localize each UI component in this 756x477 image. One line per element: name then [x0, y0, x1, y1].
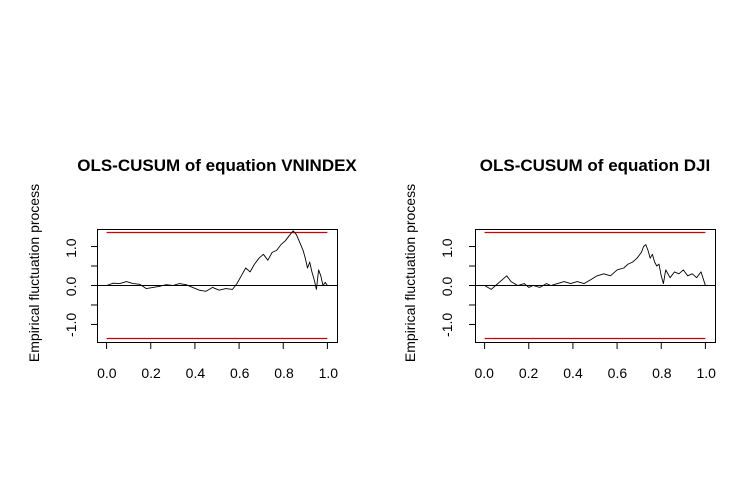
plot-marks [469, 229, 716, 349]
y-axis-label: Empirical fluctuation process [26, 184, 42, 362]
x-tick-label: 0.0 [474, 365, 494, 381]
x-tick-label: 0.2 [519, 365, 539, 381]
x-tick-label: 0.0 [97, 365, 117, 381]
x-tick-label: 0.6 [608, 365, 628, 381]
chart-title: OLS-CUSUM of equation DJI [480, 156, 710, 175]
chart-panel-vnindex: OLS-CUSUM of equation VNINDEX Empirical … [26, 156, 357, 381]
x-tick-label: 0.8 [652, 365, 672, 381]
y-tick-label: -1.0 [63, 313, 79, 337]
x-tick-label: 0.6 [230, 365, 250, 381]
x-tick-label: 0.2 [141, 365, 161, 381]
y-axis-label: Empirical fluctuation process [402, 184, 418, 362]
x-tick-label: 1.0 [696, 365, 716, 381]
chart-panel-dji: OLS-CUSUM of equation DJI Empirical fluc… [402, 156, 716, 381]
x-tick-label: 0.4 [186, 365, 206, 381]
x-tick-label: 0.8 [274, 365, 294, 381]
chart-title: OLS-CUSUM of equation VNINDEX [77, 156, 357, 175]
x-tick-label: 1.0 [319, 365, 339, 381]
y-tick-label: 1.0 [63, 238, 79, 258]
y-tick-label: 0.0 [63, 277, 79, 297]
x-tick-label: 0.4 [563, 365, 583, 381]
fluctuation-process-line [484, 244, 706, 290]
plot-marks [91, 229, 338, 349]
fluctuation-process-line [106, 230, 328, 292]
y-tick-label: -1.0 [439, 313, 455, 337]
y-tick-label: 0.0 [439, 277, 455, 297]
y-tick-label: 1.0 [439, 238, 455, 258]
